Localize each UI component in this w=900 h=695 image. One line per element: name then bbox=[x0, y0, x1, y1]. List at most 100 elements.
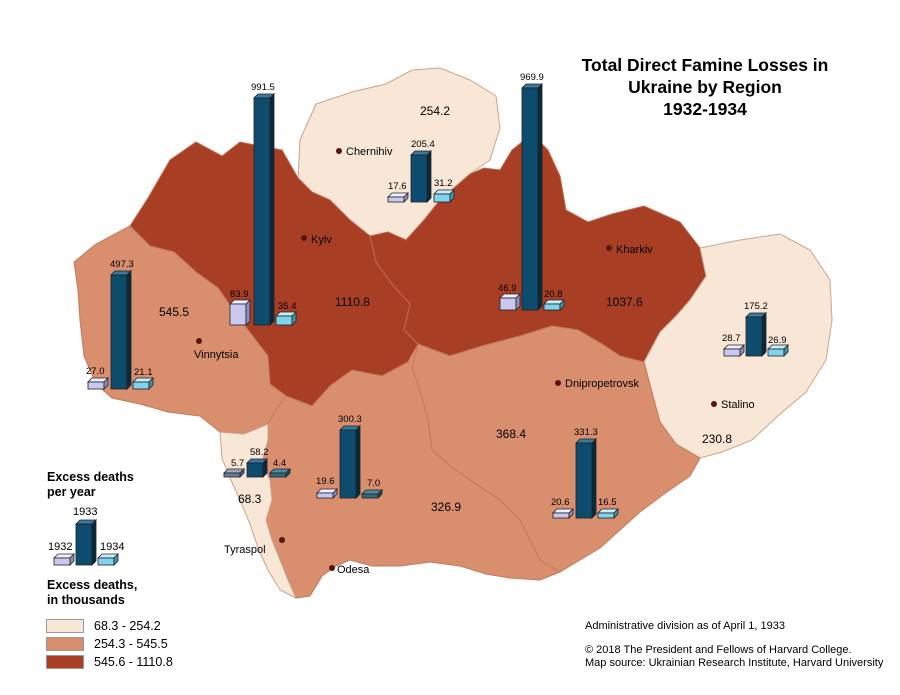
value-1933-tyraspol: 58.2 bbox=[250, 447, 269, 458]
value-1934-kyiv: 35.4 bbox=[278, 301, 297, 312]
value-1933-vinnytsia: 497.3 bbox=[110, 259, 134, 270]
city-label-odesa: Odesa bbox=[337, 564, 370, 576]
bar-1933-vinnytsia bbox=[110, 274, 128, 390]
legend-year-1933: 1933 bbox=[73, 506, 97, 518]
city-label-vinnytsia: Vinnytsia bbox=[194, 349, 239, 361]
total-tyraspol: 68.3 bbox=[238, 492, 262, 506]
region-tyraspol bbox=[219, 423, 298, 600]
bar-1933-dnipropetrovsk bbox=[575, 442, 593, 519]
city-label-stalino: Stalino bbox=[721, 399, 755, 411]
map-title: Total Direct Famine Losses in Ukraine by… bbox=[560, 54, 850, 120]
total-vinnytsia: 545.5 bbox=[159, 305, 189, 319]
city-dot-chernihiv bbox=[336, 148, 342, 154]
bar-1932-tyraspol bbox=[223, 472, 241, 478]
legend-class-low: 68.3 - 254.2 bbox=[46, 619, 161, 633]
bar-group-vinnytsia bbox=[87, 270, 154, 390]
bar-1932-odesa bbox=[316, 492, 334, 499]
city-dot-kyiv bbox=[301, 235, 307, 241]
map-title-line-2: Ukraine by Region bbox=[628, 77, 782, 97]
map-title-line-3: 1932-1934 bbox=[663, 99, 747, 119]
bar-1933-stalino bbox=[745, 316, 763, 357]
bar-1934-kyiv bbox=[275, 315, 293, 326]
value-1932-chernihiv: 17.6 bbox=[388, 181, 407, 192]
value-1933-kharkiv: 969.9 bbox=[520, 72, 544, 83]
bar-1933-tyraspol bbox=[246, 462, 264, 478]
bar-group-dnipropetrovsk bbox=[552, 438, 619, 519]
value-1932-kyiv: 83.9 bbox=[230, 289, 249, 300]
bar-group-tyraspol bbox=[223, 458, 291, 478]
admin-division-note: Administrative division as of April 1, 1… bbox=[585, 620, 785, 632]
total-odesa: 326.9 bbox=[431, 500, 461, 514]
legend-label-mid: 254.3 - 545.5 bbox=[94, 637, 168, 651]
bar-1933-chernihiv bbox=[410, 154, 428, 203]
bar-1933-kharkiv bbox=[521, 87, 539, 311]
legend-bars-heading: Excess deaths per year bbox=[47, 470, 134, 500]
legend-classes-heading-line-1: Excess deaths, bbox=[47, 578, 138, 592]
map-title-line-1: Total Direct Famine Losses in bbox=[581, 55, 829, 75]
bar-group-stalino bbox=[723, 312, 789, 357]
legend-swatch-mid bbox=[46, 637, 84, 651]
legend-year-1934: 1934 bbox=[100, 541, 124, 553]
legend-year-1932: 1932 bbox=[48, 541, 72, 553]
bar-1932-dnipropetrovsk bbox=[552, 512, 570, 519]
city-label-chernihiv: Chernihiv bbox=[346, 146, 393, 158]
total-kyiv: 1110.8 bbox=[335, 295, 370, 309]
value-1933-odesa: 300.3 bbox=[338, 414, 362, 425]
value-1932-tyraspol: 5.7 bbox=[231, 458, 244, 469]
bar-1932-kharkiv bbox=[499, 297, 517, 311]
city-label-kyiv: Kyiv bbox=[311, 234, 332, 246]
legend-swatch-high bbox=[46, 655, 84, 669]
bar-1934-odesa bbox=[361, 493, 379, 499]
city-dot-stalino bbox=[711, 401, 717, 407]
value-1932-stalino: 28.7 bbox=[722, 333, 741, 344]
city-label-kharkiv: Kharkiv bbox=[616, 244, 653, 256]
bar-group-kharkiv bbox=[499, 83, 565, 311]
total-dnipropetrovsk: 368.4 bbox=[496, 427, 526, 441]
value-1933-stalino: 175.2 bbox=[744, 301, 768, 312]
bar-1934-chernihiv bbox=[433, 193, 451, 203]
value-1932-odesa: 19.6 bbox=[316, 476, 335, 487]
total-stalino: 230.8 bbox=[702, 432, 732, 446]
bar-1934-stalino bbox=[767, 348, 785, 357]
value-1934-kharkiv: 20.8 bbox=[544, 289, 563, 300]
bar-group-odesa bbox=[316, 425, 383, 499]
value-1932-kharkiv: 46.9 bbox=[498, 283, 517, 294]
bar-1932-vinnytsia bbox=[87, 381, 105, 390]
value-1933-dnipropetrovsk: 331.3 bbox=[574, 427, 598, 438]
legend-bars-heading-line-2: per year bbox=[47, 485, 96, 499]
bar-1932-stalino bbox=[723, 348, 741, 357]
bar-1933-odesa bbox=[339, 429, 357, 499]
value-1933-chernihiv: 205.4 bbox=[411, 139, 435, 150]
total-chernihiv: 254.2 bbox=[420, 104, 450, 118]
value-1934-chernihiv: 31.2 bbox=[434, 178, 453, 189]
city-dot-odesa bbox=[329, 565, 335, 571]
bar-1934-tyraspol bbox=[269, 472, 287, 478]
value-1934-stalino: 26.9 bbox=[768, 335, 787, 346]
bar-group-chernihiv bbox=[387, 150, 455, 203]
bar-1932-chernihiv bbox=[387, 196, 405, 203]
value-1932-dnipropetrovsk: 20.6 bbox=[551, 497, 570, 508]
legend-label-high: 545.6 - 1110.8 bbox=[94, 655, 173, 669]
bar-1932-kyiv bbox=[229, 303, 247, 326]
value-1934-odesa: 7.0 bbox=[367, 478, 380, 489]
city-dot-tyraspol bbox=[279, 537, 285, 543]
value-1934-tyraspol: 4.4 bbox=[273, 458, 286, 469]
legend-class-high: 545.6 - 1110.8 bbox=[46, 655, 173, 669]
legend-class-mid: 254.3 - 545.5 bbox=[46, 637, 168, 651]
map-source-note: Map source: Ukrainian Research Institute… bbox=[585, 657, 884, 669]
copyright-note: © 2018 The President and Fellows of Harv… bbox=[585, 644, 852, 656]
bar-1934-dnipropetrovsk bbox=[597, 512, 615, 519]
legend-bars-heading-line-1: Excess deaths bbox=[47, 470, 134, 484]
bar-1934-vinnytsia bbox=[132, 381, 150, 390]
value-1934-vinnytsia: 21.1 bbox=[134, 367, 153, 378]
legend-classes-heading-line-2: in thousands bbox=[47, 593, 125, 607]
total-kharkiv: 1037.6 bbox=[606, 295, 643, 309]
legend-swatch-low bbox=[46, 619, 84, 633]
city-dot-dnipropetrovsk bbox=[555, 380, 561, 386]
city-dot-vinnytsia bbox=[196, 338, 202, 344]
city-dot-kharkiv bbox=[606, 245, 612, 251]
legend-bar-icon bbox=[53, 519, 119, 566]
bar-1934-kharkiv bbox=[543, 303, 561, 311]
value-1933-kyiv: 991.5 bbox=[251, 82, 275, 93]
